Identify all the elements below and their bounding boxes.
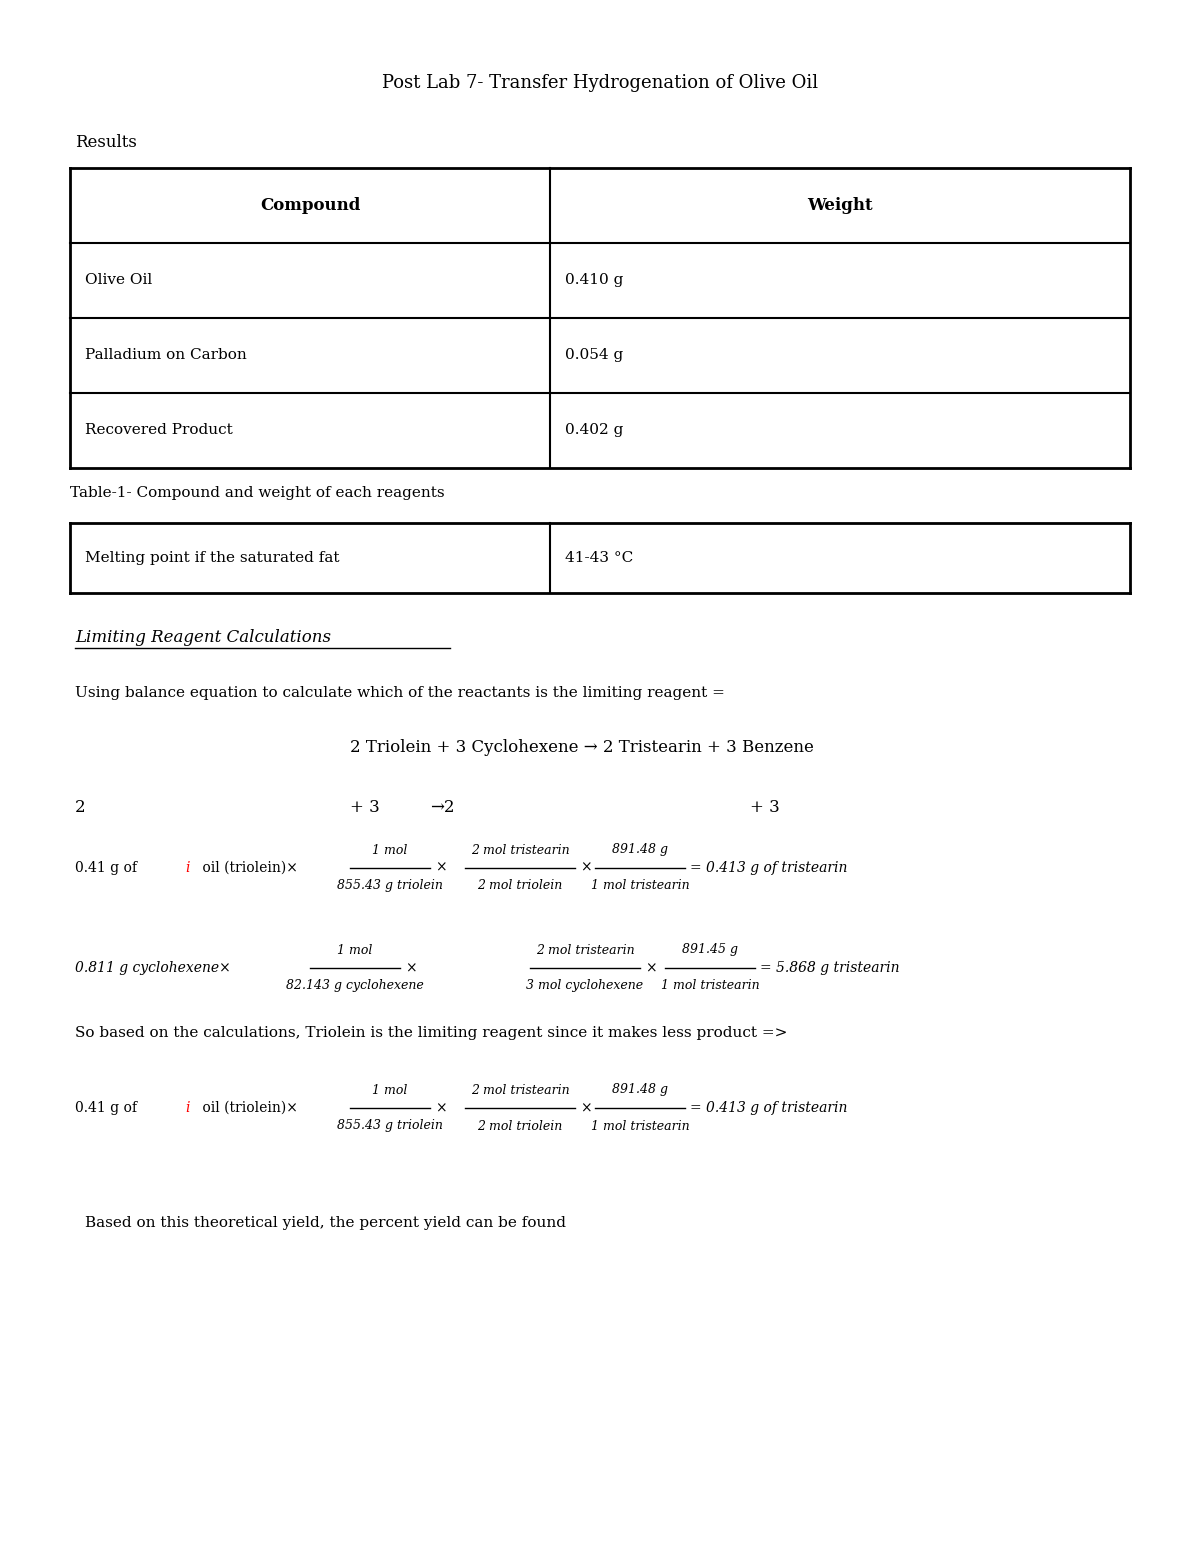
Text: 1 mol tristearin: 1 mol tristearin <box>590 1120 689 1132</box>
Text: 0.054 g: 0.054 g <box>565 348 623 362</box>
Text: Weight: Weight <box>808 197 872 214</box>
Text: Olive Oil: Olive Oil <box>85 273 152 287</box>
Text: 3 mol cyclohexene: 3 mol cyclohexene <box>527 980 643 992</box>
Text: 891.48 g: 891.48 g <box>612 843 668 857</box>
Text: 0.402 g: 0.402 g <box>565 424 623 438</box>
Text: 2 mol triolein: 2 mol triolein <box>478 879 563 893</box>
Text: + 3: + 3 <box>350 800 379 817</box>
Text: Compound: Compound <box>260 197 360 214</box>
Text: 82.143 g cyclohexene: 82.143 g cyclohexene <box>286 980 424 992</box>
Text: + 3: + 3 <box>750 800 780 817</box>
Text: 1 mol: 1 mol <box>337 944 373 957</box>
Text: ×: × <box>434 1101 446 1115</box>
Text: 2: 2 <box>74 800 85 817</box>
Text: Recovered Product: Recovered Product <box>85 424 233 438</box>
Text: 855.43 g triolein: 855.43 g triolein <box>337 879 443 893</box>
Text: 1 mol: 1 mol <box>372 843 408 857</box>
Text: 2 mol triolein: 2 mol triolein <box>478 1120 563 1132</box>
Text: 891.48 g: 891.48 g <box>612 1084 668 1096</box>
Text: Using balance equation to calculate which of the reactants is the limiting reage: Using balance equation to calculate whic… <box>74 686 725 700</box>
Text: Table-1- Compound and weight of each reagents: Table-1- Compound and weight of each rea… <box>70 486 445 500</box>
Text: ×: × <box>406 961 416 975</box>
Text: 1 mol: 1 mol <box>372 1084 408 1096</box>
Text: ×: × <box>434 860 446 874</box>
Text: 0.41 g of: 0.41 g of <box>74 860 142 874</box>
Text: Results: Results <box>74 135 137 152</box>
Text: oil (triolein)×: oil (triolein)× <box>198 1101 298 1115</box>
Text: i: i <box>185 860 190 874</box>
Text: Melting point if the saturated fat: Melting point if the saturated fat <box>85 551 340 565</box>
Text: i: i <box>185 1101 190 1115</box>
Text: 891.45 g: 891.45 g <box>682 944 738 957</box>
Text: ×: × <box>580 860 592 874</box>
Text: Post Lab 7- Transfer Hydrogenation of Olive Oil: Post Lab 7- Transfer Hydrogenation of Ol… <box>382 75 818 92</box>
Text: 2 mol tristearin: 2 mol tristearin <box>470 1084 569 1096</box>
Text: So based on the calculations, Triolein is the limiting reagent since it makes le: So based on the calculations, Triolein i… <box>74 1027 787 1041</box>
Text: 1 mol tristearin: 1 mol tristearin <box>590 879 689 893</box>
Text: ×: × <box>580 1101 592 1115</box>
Text: 41-43 °C: 41-43 °C <box>565 551 634 565</box>
Text: ×: × <box>646 961 656 975</box>
Text: Limiting Reagent Calculations: Limiting Reagent Calculations <box>74 629 331 646</box>
Text: 0.811 g cyclohexene×: 0.811 g cyclohexene× <box>74 961 230 975</box>
Text: Palladium on Carbon: Palladium on Carbon <box>85 348 247 362</box>
Text: 0.410 g: 0.410 g <box>565 273 623 287</box>
Text: 2 mol tristearin: 2 mol tristearin <box>470 843 569 857</box>
Text: Based on this theoretical yield, the percent yield can be found: Based on this theoretical yield, the per… <box>85 1216 566 1230</box>
Text: 2 mol tristearin: 2 mol tristearin <box>535 944 635 957</box>
Text: = 0.413 g of tristearin: = 0.413 g of tristearin <box>690 1101 847 1115</box>
Text: oil (triolein)×: oil (triolein)× <box>198 860 298 874</box>
Text: 2 Triolein + 3 Cyclohexene → 2 Tristearin + 3 Benzene: 2 Triolein + 3 Cyclohexene → 2 Tristeari… <box>350 739 814 756</box>
Text: 855.43 g triolein: 855.43 g triolein <box>337 1120 443 1132</box>
Text: →2: →2 <box>430 800 455 817</box>
Text: = 5.868 g tristearin: = 5.868 g tristearin <box>760 961 900 975</box>
Text: = 0.413 g of tristearin: = 0.413 g of tristearin <box>690 860 847 874</box>
Text: 0.41 g of: 0.41 g of <box>74 1101 142 1115</box>
Text: 1 mol tristearin: 1 mol tristearin <box>661 980 760 992</box>
